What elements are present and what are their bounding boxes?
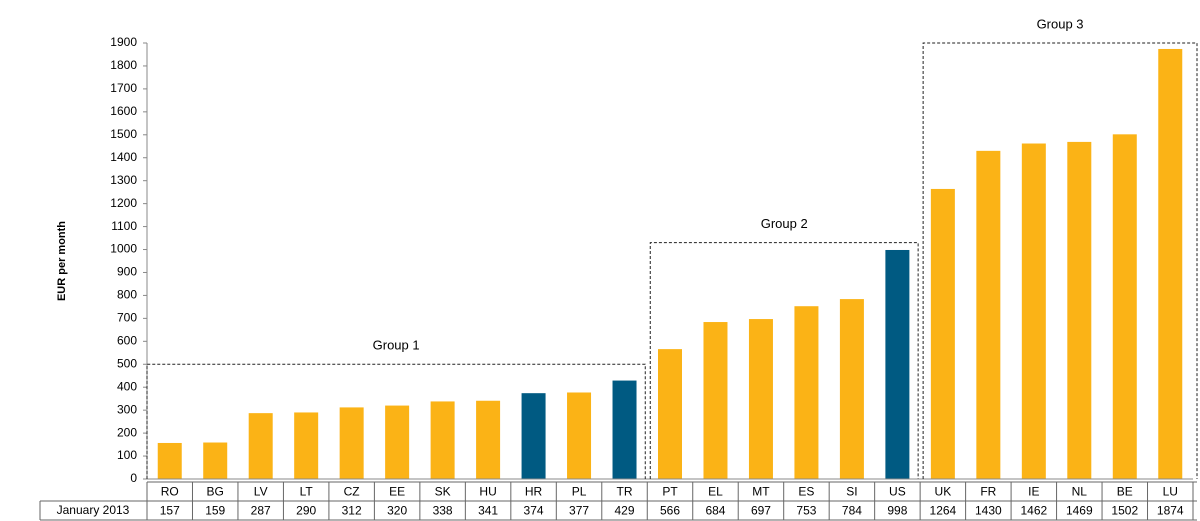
y-tick-label: 300 [117, 402, 137, 416]
x-tick-label: LU [1163, 485, 1178, 499]
x-tick-label: SK [435, 485, 451, 499]
y-tick-label: 1100 [111, 219, 137, 233]
table-value: 753 [796, 504, 816, 518]
x-tick-label: EE [389, 485, 405, 499]
x-tick-label: MT [752, 485, 770, 499]
y-tick-label: 1200 [110, 196, 137, 210]
group-label: Group 1 [373, 338, 420, 353]
bar [658, 349, 682, 479]
bar [794, 306, 819, 479]
x-tick-label: SI [846, 485, 857, 499]
bar [976, 150, 1001, 479]
table-value: 312 [342, 504, 362, 518]
bar [521, 393, 546, 479]
x-tick-label: IE [1028, 485, 1039, 499]
y-tick-label: 1700 [110, 81, 137, 95]
table-value: 320 [387, 504, 407, 518]
table-value: 290 [296, 504, 316, 518]
x-tick-label: ES [798, 485, 814, 499]
y-tick-label: 1900 [110, 35, 137, 49]
table-value: 1469 [1066, 504, 1093, 518]
bar [885, 249, 910, 479]
table-value: 784 [842, 504, 862, 518]
table-value: 998 [887, 504, 907, 518]
table-value: 1264 [930, 504, 957, 518]
y-tick-label: 1500 [110, 127, 137, 141]
table-row-label: January 2013 [57, 503, 130, 517]
x-tick-label: PL [572, 485, 587, 499]
bar [385, 405, 410, 479]
table-value: 338 [433, 504, 453, 518]
y-tick-label: 1300 [110, 173, 137, 187]
group-box [649, 242, 919, 479]
bar [703, 322, 728, 479]
x-tick-label: FR [980, 485, 996, 499]
table-value: 1430 [975, 504, 1002, 518]
bar [248, 413, 273, 479]
table-value: 1502 [1111, 504, 1138, 518]
bar [1112, 134, 1137, 480]
y-tick-label: 1800 [110, 58, 137, 72]
bar [430, 401, 455, 479]
y-tick-label: 100 [117, 448, 137, 462]
x-tick-label: HR [525, 485, 543, 499]
y-tick-label: 900 [117, 265, 137, 279]
y-axis-label: EUR per month [56, 221, 68, 301]
bar [294, 412, 319, 479]
y-tick-label: 200 [117, 425, 137, 439]
table-value: 374 [524, 504, 544, 518]
x-tick-label: UK [935, 485, 952, 499]
group-label: Group 2 [761, 216, 808, 231]
x-tick-label: NL [1072, 485, 1088, 499]
bar [930, 188, 955, 480]
table-value: 566 [660, 504, 680, 518]
bar [748, 319, 773, 479]
y-tick-label: 600 [117, 333, 137, 347]
x-tick-label: CZ [344, 485, 360, 499]
table-value: 1462 [1020, 504, 1047, 518]
bar [339, 407, 364, 479]
table-value: 341 [478, 504, 498, 518]
bar [476, 400, 501, 479]
group-box [922, 42, 1198, 479]
y-tick-label: 400 [117, 379, 137, 393]
x-tick-label: TR [617, 485, 633, 499]
bar [839, 299, 864, 479]
group-box [146, 363, 646, 479]
x-tick-label: BE [1117, 485, 1133, 499]
bar [567, 392, 592, 479]
y-tick-label: 800 [117, 288, 137, 302]
x-tick-label: HU [479, 485, 496, 499]
x-tick-label: RO [161, 485, 179, 499]
y-tick-label: 700 [117, 311, 137, 325]
x-tick-label: US [889, 485, 906, 499]
y-tick-label: 500 [117, 356, 137, 370]
x-tick-label: PT [662, 485, 678, 499]
x-tick-label: LV [254, 485, 268, 499]
bar [203, 442, 228, 479]
table-value: 697 [751, 504, 771, 518]
bar [1067, 141, 1092, 480]
table-value: 429 [615, 504, 635, 518]
table-value: 287 [251, 504, 271, 518]
y-tick-label: 1600 [110, 104, 137, 118]
y-tick-label: 1000 [110, 242, 137, 256]
table-value: 157 [160, 504, 180, 518]
table-value: 159 [205, 504, 225, 518]
x-tick-label: BG [207, 485, 224, 499]
table-value: 684 [705, 504, 725, 518]
table-value: 1874 [1157, 504, 1184, 518]
bar [157, 442, 182, 479]
y-tick-label: 0 [130, 471, 137, 485]
x-tick-label: EL [708, 485, 723, 499]
table-value: 377 [569, 504, 589, 518]
group-label: Group 3 [1037, 16, 1084, 31]
bar [1158, 48, 1183, 480]
bar [1021, 143, 1046, 480]
bar [612, 380, 637, 479]
y-tick-label: 1400 [110, 150, 137, 164]
x-tick-label: LT [300, 485, 314, 499]
